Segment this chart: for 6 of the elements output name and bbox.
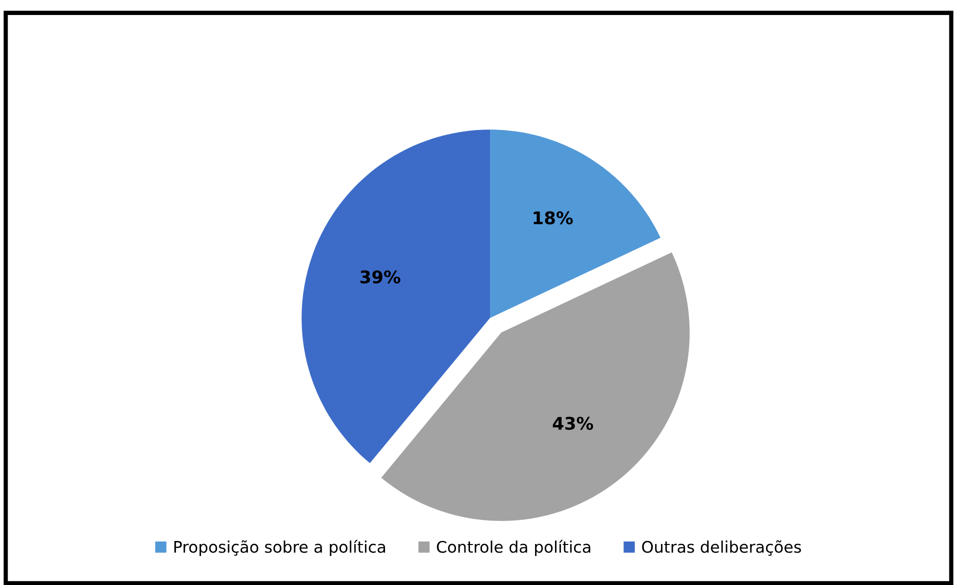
legend-label: Proposição sobre a política (174, 540, 386, 556)
data-label: 18% (534, 211, 573, 224)
data-label: 43% (552, 416, 594, 430)
legend-label: Controle da política (436, 540, 590, 556)
legend-label: Outras deliberações (642, 540, 801, 556)
data-label: 39% (360, 270, 400, 284)
